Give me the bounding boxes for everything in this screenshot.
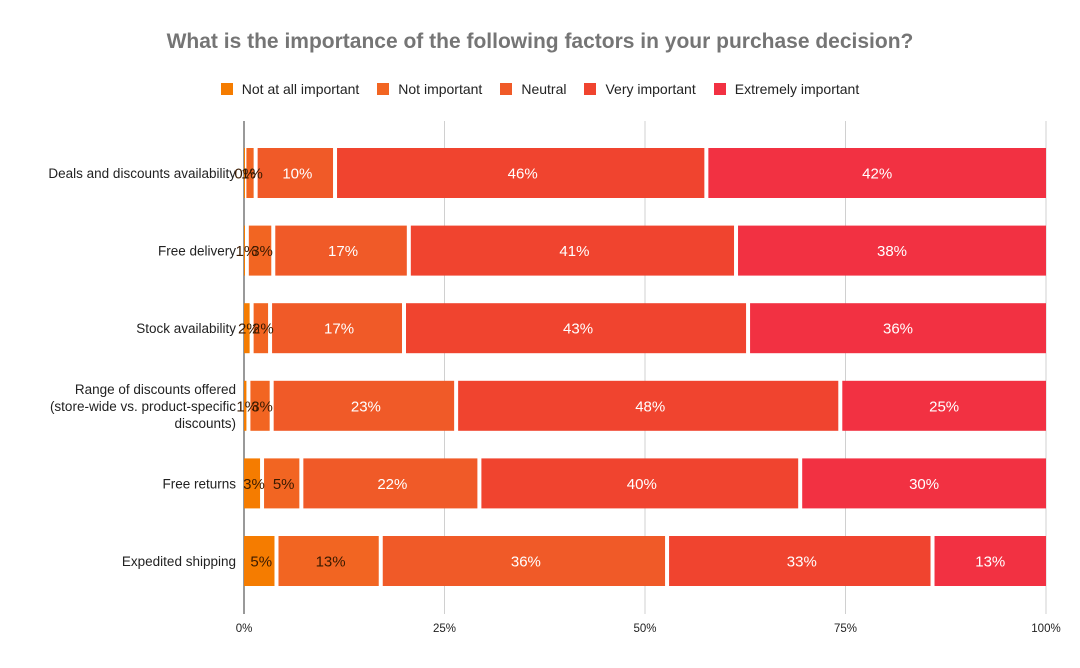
bar-segment [244, 458, 261, 509]
bar-segment [273, 380, 455, 431]
category-label-line: Deals and discounts availability [48, 166, 236, 181]
legend-label: Neutral [521, 81, 567, 97]
data-label: 36% [511, 554, 541, 571]
legend-swatch [220, 83, 233, 95]
bar-segment [253, 303, 269, 354]
bar-segment [458, 380, 839, 431]
data-label: 48% [635, 398, 665, 415]
data-label: 23% [351, 398, 381, 415]
legend-label: Very important [605, 81, 696, 97]
data-label: 13% [316, 554, 346, 571]
category-label: Expedited shipping [122, 554, 236, 569]
bar-segment [248, 225, 272, 276]
legend-label: Not important [398, 81, 483, 97]
legend-label: Not at all important [241, 81, 360, 97]
legend-item: Very important [584, 81, 696, 97]
x-tick-label: 0% [236, 623, 253, 635]
category-label: Range of discounts offered (store-wide vs… [50, 382, 236, 431]
bar-segment [934, 536, 1046, 586]
data-label: 30% [909, 476, 939, 493]
category-label-line: Expedited shipping [122, 554, 236, 569]
x-tick-label: 50% [633, 623, 656, 635]
legend-swatch [584, 83, 597, 95]
legend-swatch [500, 83, 513, 95]
category-label-line: Free returns [162, 476, 236, 491]
data-label: 0% [234, 166, 256, 183]
bar-segment [244, 303, 250, 354]
bar-segment [382, 536, 666, 586]
legend-swatch [377, 83, 390, 95]
data-label: 38% [877, 243, 907, 260]
bar-segment [708, 148, 1046, 198]
legend-item: Extremely important [713, 81, 860, 97]
data-label: 10% [282, 166, 312, 183]
data-label: 25% [929, 398, 959, 415]
data-label: 40% [627, 476, 657, 493]
bar-segment [669, 536, 931, 586]
category-label-line: (store-wide vs. product-specific [50, 399, 236, 414]
bar-segment [244, 536, 275, 586]
category-label-line: discounts) [174, 416, 236, 431]
legend: Not at all important Not important Neutral… [0, 81, 1080, 97]
bar-segment [250, 380, 270, 431]
data-label: 43% [563, 321, 593, 338]
data-label: 1% [241, 166, 263, 183]
legend-item: Not important [377, 81, 482, 97]
data-label: 5% [250, 554, 272, 571]
legend-item: Neutral [500, 81, 566, 97]
bar-segment [257, 148, 334, 198]
bar-segment [278, 536, 379, 586]
data-label: 3% [251, 243, 273, 260]
legend-item: Not at all important [220, 81, 360, 97]
data-label: 22% [377, 476, 407, 493]
data-label: 36% [883, 321, 913, 338]
x-tick-label: 75% [834, 623, 857, 635]
bar-segment [337, 148, 705, 198]
category-label-line: Range of discounts offered [75, 382, 236, 397]
data-labels: 0%1% 10% 46% 42%1%3% 17% 41% 38%2%2% 17% 43% 36%1… [234, 166, 1005, 571]
bar-segment [410, 225, 735, 276]
data-label: 13% [975, 554, 1005, 571]
legend-label: Extremely important [734, 81, 860, 97]
data-label: 3% [243, 476, 265, 493]
data-label: 1% [236, 243, 258, 260]
bar-segment [246, 148, 254, 198]
data-label: 17% [324, 321, 354, 338]
chart-title: What is the importance of the following … [166, 30, 914, 53]
data-label: 41% [559, 243, 589, 260]
legend-swatch [713, 83, 726, 95]
bar-segment [264, 458, 300, 509]
bar-segment [303, 458, 478, 509]
bars [244, 148, 1046, 586]
bar-segment [750, 303, 1046, 354]
bar-segment [272, 303, 403, 354]
bar-segment [275, 225, 407, 276]
data-label: 42% [862, 166, 892, 183]
bar-segment [244, 148, 245, 198]
data-label: 3% [251, 398, 273, 415]
bar-segment [244, 380, 247, 431]
data-label: 2% [238, 321, 260, 338]
data-label: 2% [252, 321, 274, 338]
bar-segment [842, 380, 1046, 431]
category-label: Stock availability [136, 321, 236, 336]
bar-segment [481, 458, 799, 509]
bar-segment [738, 225, 1046, 276]
data-label: 33% [787, 554, 817, 571]
x-tick-label: 100% [1031, 623, 1060, 635]
category-label-line: Free delivery [158, 244, 236, 259]
bar-segment [802, 458, 1046, 509]
data-label: 46% [508, 166, 538, 183]
data-label: 17% [328, 243, 358, 260]
data-label: 5% [273, 476, 295, 493]
bar-segment [406, 303, 747, 354]
category-label: Free delivery [158, 244, 236, 259]
category-label: Deals and discounts availability [48, 166, 236, 181]
category-label: Free returns [162, 476, 236, 491]
category-label-line: Stock availability [136, 321, 236, 336]
data-label: 1% [236, 398, 258, 415]
bar-segment [244, 225, 245, 276]
x-tick-label: 25% [433, 623, 456, 635]
